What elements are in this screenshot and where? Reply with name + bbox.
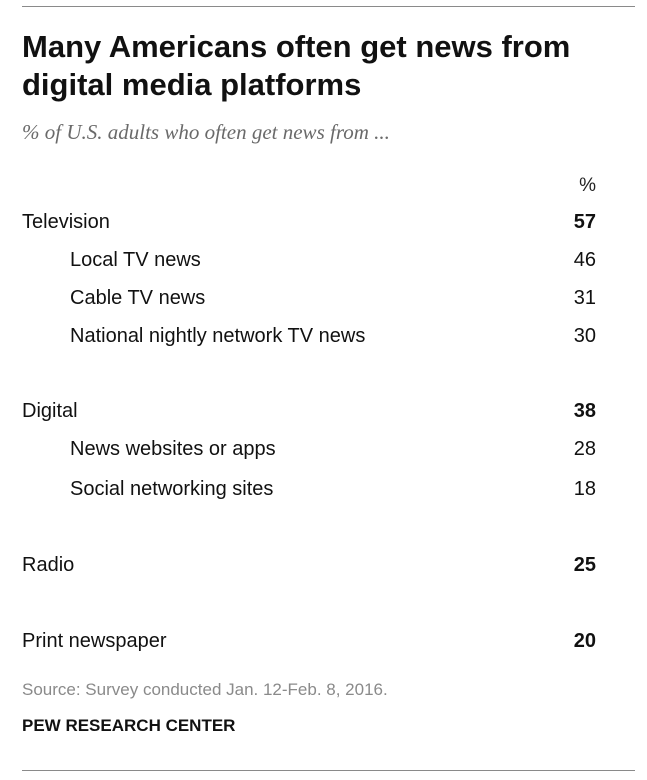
category-row: Television 57 [22,211,596,239]
row-value: 31 [573,287,596,309]
row-label: Television [22,211,110,233]
row-value: 46 [573,249,596,271]
category-row: Print newspaper 20 [22,630,596,658]
row-label: News websites or apps [70,438,276,460]
row-label: Social networking sites [70,478,274,500]
organization-credit: PEW RESEARCH CENTER [22,716,236,735]
unit-column-header: % [579,175,596,196]
category-row: Radio 25 [22,554,596,582]
row-label: Print newspaper [22,630,167,652]
subcategory-row: Social networking sites 18 [22,478,596,506]
source-note: Source: Survey conducted Jan. 12-Feb. 8,… [22,680,388,699]
row-value: 18 [573,478,596,500]
row-label: National nightly network TV news [70,325,366,347]
row-value: 57 [573,211,596,233]
subcategory-row: Cable TV news 31 [22,287,596,315]
row-label: Radio [22,554,75,576]
chart-subtitle: % of U.S. adults who often get news from… [22,120,390,144]
category-row: Digital 38 [22,400,596,428]
row-value: 25 [573,554,596,576]
bottom-rule [22,770,635,771]
top-rule [22,6,635,7]
subcategory-row: Local TV news 46 [22,249,596,277]
row-value: 28 [573,438,596,460]
row-label: Local TV news [70,249,201,271]
row-value: 20 [573,630,596,652]
chart-title: Many Americans often get news from digit… [22,29,571,102]
row-value: 30 [573,325,596,347]
row-label: Digital [22,400,78,422]
subcategory-row: News websites or apps 28 [22,438,596,466]
subcategory-row: National nightly network TV news 30 [22,325,596,353]
row-value: 38 [573,400,596,422]
row-label: Cable TV news [70,287,206,309]
